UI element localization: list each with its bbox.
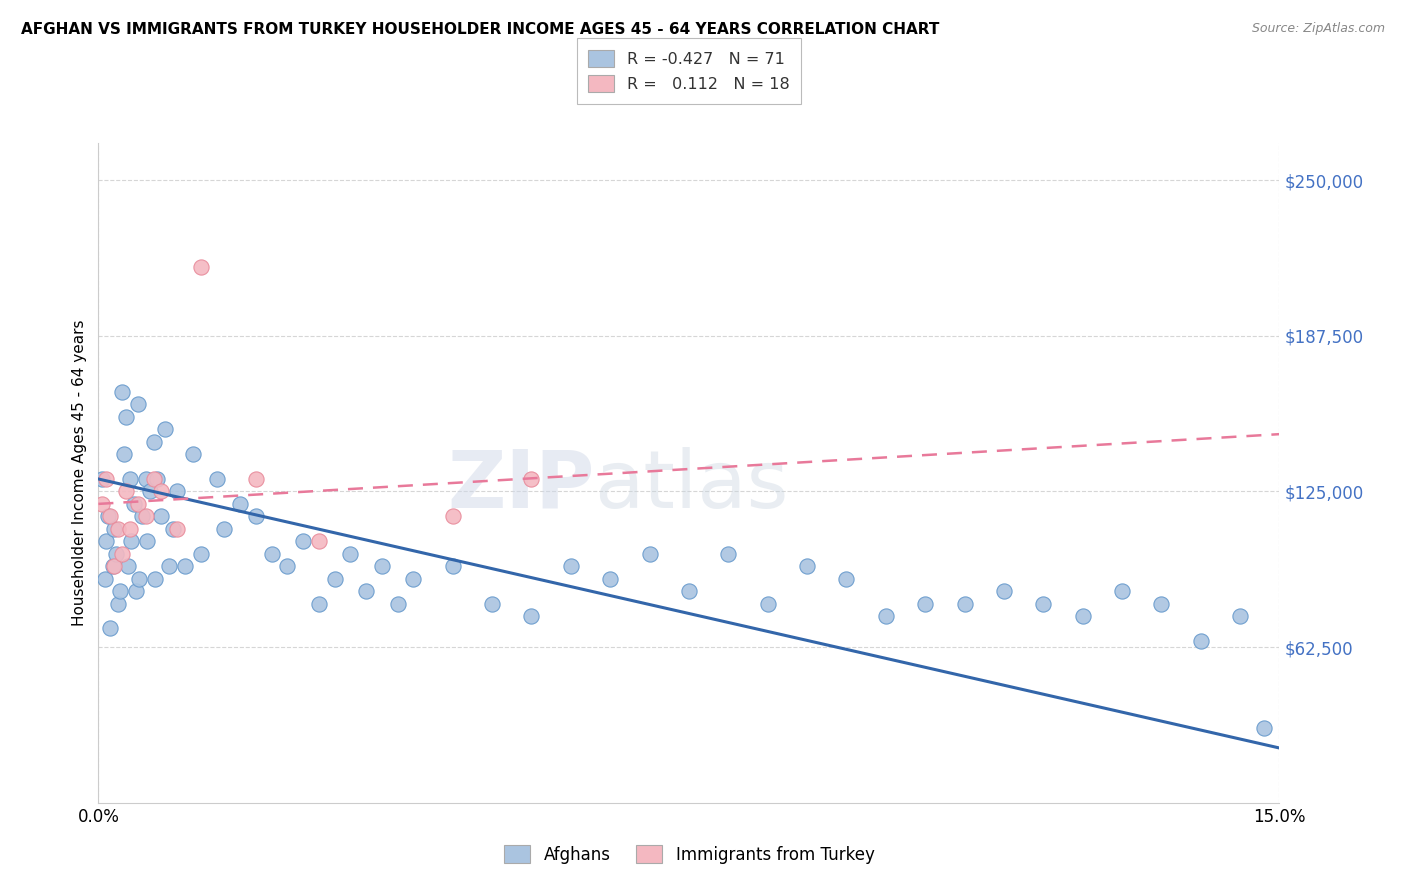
Point [107, 522, 129, 536]
Point [1071, 609, 1094, 624]
Point [128, 572, 150, 586]
Point [143, 572, 166, 586]
Point [166, 522, 188, 536]
Point [121, 534, 143, 549]
Point [166, 484, 188, 499]
Point [1253, 721, 1275, 735]
Point [914, 597, 936, 611]
Point [717, 547, 740, 561]
Point [135, 509, 157, 524]
Point [117, 559, 139, 574]
Point [97, 509, 120, 524]
Point [115, 484, 138, 499]
Point [214, 522, 236, 536]
Point [107, 597, 129, 611]
Point [560, 559, 582, 574]
Point [118, 472, 141, 486]
Point [323, 572, 346, 586]
Point [111, 547, 134, 561]
Point [1111, 584, 1133, 599]
Point [103, 559, 125, 574]
Point [131, 509, 153, 524]
Point [142, 434, 165, 449]
Point [276, 559, 298, 574]
Point [127, 397, 149, 411]
Point [104, 547, 127, 561]
Point [308, 597, 330, 611]
Point [245, 509, 267, 524]
Point [136, 534, 159, 549]
Point [110, 584, 132, 599]
Point [150, 484, 173, 499]
Point [953, 597, 976, 611]
Point [835, 572, 858, 586]
Y-axis label: Householder Income Ages 45 - 64 years: Householder Income Ages 45 - 64 years [72, 319, 87, 626]
Text: ZIP: ZIP [447, 447, 595, 525]
Point [260, 547, 283, 561]
Point [157, 559, 180, 574]
Point [155, 422, 177, 436]
Point [875, 609, 897, 624]
Point [138, 484, 160, 499]
Point [181, 447, 204, 461]
Point [103, 522, 125, 536]
Point [481, 597, 503, 611]
Point [101, 559, 124, 574]
Point [387, 597, 409, 611]
Text: AFGHAN VS IMMIGRANTS FROM TURKEY HOUSEHOLDER INCOME AGES 45 - 64 YEARS CORRELATI: AFGHAN VS IMMIGRANTS FROM TURKEY HOUSEHO… [21, 22, 939, 37]
Point [127, 497, 149, 511]
Point [354, 584, 377, 599]
Point [308, 534, 330, 549]
Point [229, 497, 252, 511]
Point [98, 622, 121, 636]
Point [91, 472, 114, 486]
Point [118, 522, 141, 536]
Point [441, 559, 464, 574]
Point [1032, 597, 1054, 611]
Point [135, 472, 157, 486]
Point [96, 472, 118, 486]
Point [122, 497, 145, 511]
Point [678, 584, 700, 599]
Legend: Afghans, Immigrants from Turkey: Afghans, Immigrants from Turkey [494, 835, 884, 873]
Point [174, 559, 197, 574]
Point [1189, 633, 1212, 648]
Point [125, 584, 148, 599]
Point [520, 609, 543, 624]
Point [112, 447, 135, 461]
Point [142, 472, 165, 486]
Point [162, 522, 184, 536]
Point [150, 509, 173, 524]
Point [599, 572, 621, 586]
Point [111, 384, 134, 399]
Point [115, 409, 138, 424]
Point [1229, 609, 1251, 624]
Point [520, 472, 543, 486]
Text: atlas: atlas [595, 447, 789, 525]
Point [441, 509, 464, 524]
Point [190, 547, 212, 561]
Point [96, 534, 118, 549]
Point [245, 472, 267, 486]
Point [796, 559, 818, 574]
Point [756, 597, 779, 611]
Point [91, 497, 114, 511]
Text: Source: ZipAtlas.com: Source: ZipAtlas.com [1251, 22, 1385, 36]
Point [98, 509, 121, 524]
Point [1150, 597, 1173, 611]
Point [371, 559, 394, 574]
Point [93, 572, 115, 586]
Point [402, 572, 425, 586]
Point [993, 584, 1015, 599]
Point [292, 534, 315, 549]
Point [146, 472, 169, 486]
Point [205, 472, 228, 486]
Point [339, 547, 361, 561]
Point [190, 260, 212, 275]
Point [638, 547, 661, 561]
